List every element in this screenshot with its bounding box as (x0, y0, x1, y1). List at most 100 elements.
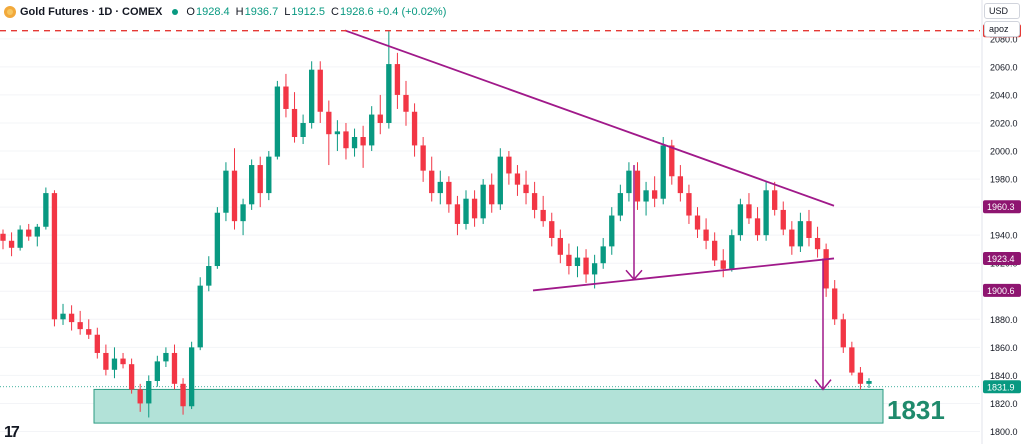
candle-body (146, 381, 152, 404)
symbol-title[interactable]: Gold Futures · 1D · COMEX (20, 6, 163, 18)
candle-body (514, 173, 521, 185)
candle (60, 303, 66, 325)
price-tag-bg (983, 283, 1021, 297)
support-zone (93, 388, 884, 424)
candle-body (437, 181, 443, 194)
candle-body (591, 263, 598, 275)
candle (120, 352, 126, 369)
candle-body (480, 184, 486, 219)
candle-body (780, 209, 786, 230)
candle-body (471, 198, 478, 219)
candle (43, 187, 49, 230)
candle (497, 148, 503, 210)
candle (163, 347, 169, 367)
candle (197, 277, 203, 351)
candle-body (634, 170, 641, 202)
price-tag: 1923.4 (983, 251, 1021, 265)
candle (703, 218, 709, 250)
price-tag: 1831.9 (983, 380, 1021, 394)
candle (609, 207, 615, 255)
candle (17, 225, 23, 251)
candle-body (420, 145, 426, 171)
candle (377, 94, 383, 135)
price-tag-bg (983, 251, 1021, 265)
candle-body (832, 288, 838, 320)
candle (797, 212, 804, 252)
currency-selector[interactable]: USD (984, 3, 1020, 19)
candle-body (0, 233, 6, 241)
candle-body (643, 190, 649, 202)
candle (540, 195, 546, 227)
pattern-drawings (344, 29, 835, 391)
candle (103, 344, 109, 376)
candle-body (43, 193, 49, 227)
candle (480, 179, 486, 224)
candle (806, 209, 812, 247)
candle-body (317, 69, 323, 112)
low-label: L (284, 6, 291, 18)
candle (128, 358, 135, 394)
candle (137, 383, 143, 412)
candle (94, 327, 100, 359)
candle (214, 207, 221, 269)
candle (231, 148, 238, 230)
candle-body (600, 246, 606, 264)
candle (720, 249, 726, 278)
height-arrow-head (625, 269, 643, 281)
candle-body (17, 229, 23, 248)
candle (643, 181, 649, 216)
candle-body (849, 347, 855, 373)
candle-body (540, 209, 546, 222)
candle-body (729, 235, 735, 269)
price-axis: 1800.01820.01840.01860.01880.01900.01920… (981, 0, 1018, 444)
candle-body (712, 240, 718, 261)
candle-body (411, 111, 418, 146)
candle-body (651, 190, 658, 199)
candle (0, 229, 6, 250)
candle-body (274, 86, 281, 157)
candle (772, 181, 778, 216)
y-tick-label: 2080.0 (990, 34, 1018, 44)
candle-body (557, 237, 563, 255)
candle (411, 103, 418, 157)
candle-body (309, 69, 315, 123)
candle (780, 201, 786, 236)
candle-body (163, 352, 169, 362)
candle-body (386, 64, 392, 123)
y-tick-label: 2020.0 (990, 118, 1018, 128)
candle-body (86, 329, 92, 335)
candle-body (574, 257, 581, 267)
candle-body (814, 237, 821, 250)
price-tag-label: 1900.6 (987, 286, 1015, 296)
chart-header: Gold Futures · 1D · COMEX O 1928.4 H 1936.… (0, 0, 452, 24)
candle (274, 80, 281, 160)
open-value: 1928.4 (195, 6, 230, 18)
candle-body (77, 322, 83, 330)
candle (248, 159, 255, 210)
user-badge[interactable]: apoz (984, 21, 1020, 37)
candle-body (531, 193, 538, 210)
candle-body (617, 193, 624, 216)
upper-trendline (344, 29, 835, 207)
candle-body (772, 190, 778, 210)
candle (26, 223, 32, 241)
candle (360, 125, 366, 168)
y-tick-label: 1880.0 (990, 315, 1018, 325)
candle (223, 162, 229, 222)
candle-body (463, 198, 469, 224)
candle-body (214, 212, 221, 267)
candle (832, 280, 838, 325)
y-tick-label: 1840.0 (990, 371, 1018, 381)
candle (111, 347, 118, 379)
candle-body (240, 204, 246, 222)
candle-body (506, 156, 512, 174)
support-zone-label: 1831 (887, 395, 945, 425)
candle-body (180, 383, 186, 407)
candle (369, 106, 375, 152)
candle-body (626, 170, 632, 194)
candle-body (351, 137, 358, 149)
candle (754, 207, 761, 241)
candle-body (660, 145, 666, 199)
y-tick-label: 2040.0 (990, 90, 1018, 100)
